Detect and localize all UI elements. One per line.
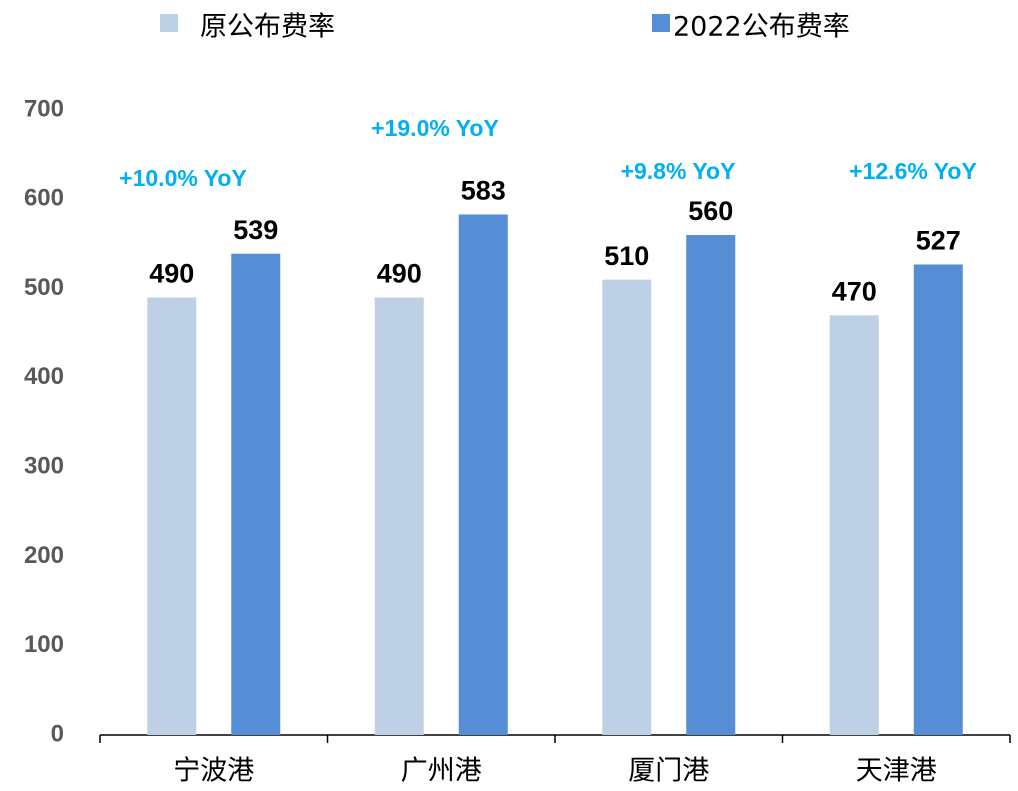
y-tick-label: 300 bbox=[24, 452, 64, 479]
legend-label: 原公布费率 bbox=[200, 12, 335, 43]
legend-swatch bbox=[652, 14, 670, 32]
bar bbox=[829, 315, 879, 735]
bar bbox=[602, 279, 652, 735]
value-label: 490 bbox=[377, 259, 422, 289]
value-label: 539 bbox=[233, 215, 278, 245]
bar bbox=[458, 214, 508, 735]
y-tick-label: 0 bbox=[51, 720, 64, 747]
bar bbox=[231, 253, 281, 735]
y-tick-label: 500 bbox=[24, 274, 64, 301]
bar bbox=[913, 264, 963, 735]
value-label: 470 bbox=[832, 276, 877, 306]
x-tick-label: 广州港 bbox=[401, 756, 482, 787]
value-label: 583 bbox=[461, 176, 506, 206]
y-tick-label: 100 bbox=[24, 631, 64, 658]
y-tick-label: 400 bbox=[24, 363, 64, 390]
value-label: 490 bbox=[149, 259, 194, 289]
y-tick-label: 700 bbox=[24, 95, 64, 122]
value-label: 527 bbox=[916, 226, 961, 256]
value-label: 560 bbox=[688, 196, 733, 226]
annotation: +10.0% YoY bbox=[119, 165, 247, 191]
bar bbox=[374, 297, 424, 735]
value-label: 510 bbox=[604, 241, 649, 271]
y-tick-label: 600 bbox=[24, 185, 64, 212]
x-tick-label: 宁波港 bbox=[173, 756, 254, 787]
annotation: +12.6% YoY bbox=[849, 158, 977, 184]
y-tick-label: 200 bbox=[24, 542, 64, 569]
x-tick-label: 厦门港 bbox=[628, 756, 709, 787]
x-tick-label: 天津港 bbox=[856, 756, 937, 787]
legend-label: 2022公布费率 bbox=[673, 12, 850, 43]
bar bbox=[147, 297, 197, 735]
bar bbox=[686, 235, 736, 735]
annotation: +9.8% YoY bbox=[621, 158, 736, 184]
legend-swatch bbox=[160, 14, 178, 32]
annotation: +19.0% YoY bbox=[371, 115, 499, 141]
